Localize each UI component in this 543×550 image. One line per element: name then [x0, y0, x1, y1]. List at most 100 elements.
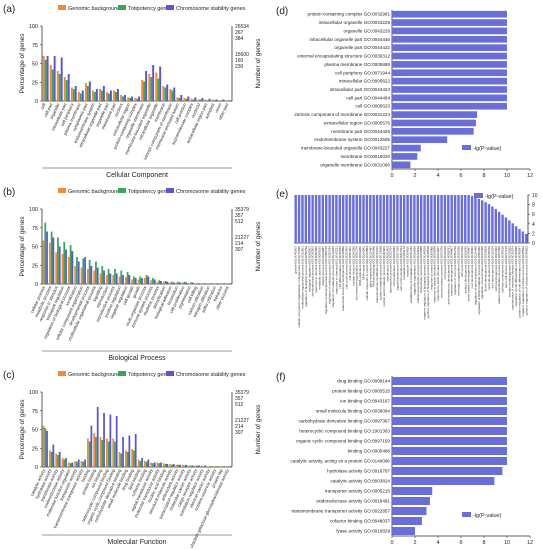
bar-a-s2-c9 — [109, 90, 112, 101]
bar-c-s0-c5 — [74, 461, 77, 467]
y-tick-label: 25 — [32, 80, 38, 86]
bar-b-s2-c23 — [191, 282, 194, 284]
bar-c-s1-c12 — [120, 453, 123, 467]
bar-e-6 — [314, 195, 318, 243]
hbar-d-13 — [392, 119, 476, 127]
bar-c-s0-c18 — [156, 462, 159, 467]
category-label: metabolic process GO:0008152 — [317, 246, 321, 290]
bar-c-s2-c16 — [147, 459, 150, 467]
category-label: cellular component organization or bioge… — [297, 246, 301, 328]
hbar-d-6 — [392, 61, 507, 68]
x-tick-label: 12 — [527, 540, 533, 546]
y-axis-title-left: Percentage of genes — [19, 33, 26, 94]
hbar-d-10 — [392, 94, 507, 102]
category-label: negative regulation of biological proces… — [423, 246, 427, 320]
bar-a-s1-c11 — [122, 96, 125, 101]
hbar-d-1 — [392, 19, 507, 26]
bar-c-s1-c26 — [209, 466, 211, 467]
bar-c-s1-c6 — [82, 461, 85, 467]
legend-swatch-1 — [118, 5, 126, 10]
category-label: somatic embryogenesis GO:0010262 — [507, 246, 511, 297]
bar-c-s0-c17 — [150, 462, 153, 467]
bar-a-s2-c11 — [124, 95, 126, 101]
bar-e-36 — [416, 195, 419, 243]
bar-c-s1-c14 — [133, 450, 135, 467]
category-label: oxidoreductase activity GO:0016491 — [316, 499, 390, 504]
bar-c-s2-c7 — [90, 425, 93, 467]
category-label: flower development GO:0009908 — [484, 246, 488, 292]
right-tick-mid-label: 21227 — [235, 235, 249, 241]
panel-a-chart: (a) Genomic background Totipotency genes Ch… — [3, 4, 262, 179]
bar-e-2 — [301, 195, 304, 243]
category-label: intracellular organelle GO:0043229 — [319, 20, 391, 25]
bar-c-s2-c13 — [128, 435, 131, 467]
bar-a-s1-c23 — [206, 100, 209, 101]
category-label: regulation of cellular process GO:005079… — [328, 246, 332, 304]
bar-c-s1-c19 — [164, 464, 167, 467]
bar-b-s0-c2 — [55, 252, 58, 284]
bar-e-52 — [470, 195, 474, 243]
category-label: organelle part GO:0044422 — [334, 45, 390, 50]
y-tick-label: 75 — [32, 226, 38, 232]
x-tick-label: 0 — [390, 540, 393, 546]
bar-e-13 — [338, 195, 341, 243]
bar-c-s0-c10 — [105, 438, 108, 467]
category-label: growth — [131, 285, 141, 299]
bar-e-55 — [481, 200, 484, 243]
bar-c-s2-c9 — [103, 413, 105, 467]
bar-c-s2-c1 — [52, 444, 55, 467]
panel-c-letter: (c) — [3, 370, 15, 381]
bar-b-s1-c3 — [63, 242, 66, 284]
bar-b-s2-c29 — [229, 283, 232, 284]
bar-a-s1-c7 — [93, 92, 96, 101]
bar-c-s0-c11 — [112, 438, 115, 467]
category-label: maintenance of meristem identity GO:0010… — [511, 246, 515, 310]
bar-a-s0-c17 — [162, 86, 165, 101]
bar-e-18 — [355, 195, 358, 243]
bar-c-s1-c22 — [183, 465, 186, 467]
right-tick-mid-label: 307 — [235, 430, 244, 436]
bar-a-s0-c20 — [183, 98, 186, 101]
bar-e-30 — [396, 195, 399, 243]
bar-c-s0-c6 — [80, 461, 83, 467]
bar-b-s0-c18 — [156, 281, 159, 284]
right-tick-mid-label: 230 — [235, 64, 244, 70]
category-label: transporter activity GO:0005215 — [325, 489, 391, 494]
legend-label-1: Totipotency genes — [128, 6, 173, 12]
category-label: chromatin organization GO:0006325 — [456, 246, 460, 296]
right-tick-top-label: 357 — [235, 213, 244, 219]
bar-a-s1-c17 — [164, 87, 167, 101]
y-axis-title-right: Number of genes — [255, 404, 262, 455]
category-label: nucleic acid metabolic process GO:009030… — [382, 246, 386, 307]
bar-c-s2-c25 — [204, 465, 207, 467]
bar-b-s0-c14 — [131, 279, 134, 284]
bar-a-s2-c18 — [173, 87, 176, 101]
bar-b-s0-c6 — [80, 267, 83, 284]
category-label: cell part — [43, 102, 54, 118]
bar-b-s1-c11 — [114, 269, 116, 284]
bar-a-s1-c14 — [143, 81, 146, 101]
y-tick-label: 0 — [532, 241, 535, 247]
bar-c-s1-c29 — [228, 466, 230, 467]
bar-b-s1-c5 — [76, 257, 78, 284]
bar-a-s2-c5 — [81, 90, 84, 101]
bar-c-s2-c15 — [141, 458, 143, 467]
bar-a-s1-c10 — [115, 92, 117, 101]
bar-a-s2-c25 — [222, 99, 225, 101]
bar-b-s1-c16 — [145, 275, 148, 284]
x-tick-label: 8 — [482, 173, 485, 179]
bar-b-s1-c19 — [164, 281, 167, 284]
bar-c-s2-c22 — [185, 464, 188, 467]
bar-c-s1-c13 — [126, 452, 129, 467]
bar-e-20 — [362, 195, 365, 243]
bar-c-s0-c16 — [143, 461, 146, 467]
bar-a-s2-c4 — [74, 86, 77, 101]
bar-a-s2-c13 — [138, 96, 141, 101]
bar-a-s0-c12 — [127, 97, 130, 101]
bar-a-s2-c24 — [215, 99, 218, 101]
bar-a-s1-c13 — [136, 98, 139, 101]
x-tick-label: 8 — [482, 540, 485, 546]
bar-c-s1-c0 — [44, 428, 47, 467]
legend-label-2: Chromosome stability genes — [176, 189, 246, 195]
bar-b-s2-c0 — [46, 231, 48, 284]
